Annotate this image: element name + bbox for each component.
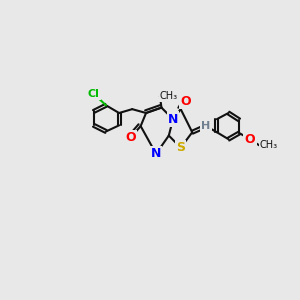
Text: O: O xyxy=(125,131,136,144)
Text: N: N xyxy=(168,113,178,126)
Text: S: S xyxy=(176,141,185,154)
Text: N: N xyxy=(151,147,161,160)
Text: O: O xyxy=(245,133,255,146)
Text: CH₃: CH₃ xyxy=(160,91,178,101)
Text: H: H xyxy=(202,121,211,131)
Text: Cl: Cl xyxy=(88,89,100,99)
Text: O: O xyxy=(180,95,190,108)
Text: CH₃: CH₃ xyxy=(259,140,278,150)
